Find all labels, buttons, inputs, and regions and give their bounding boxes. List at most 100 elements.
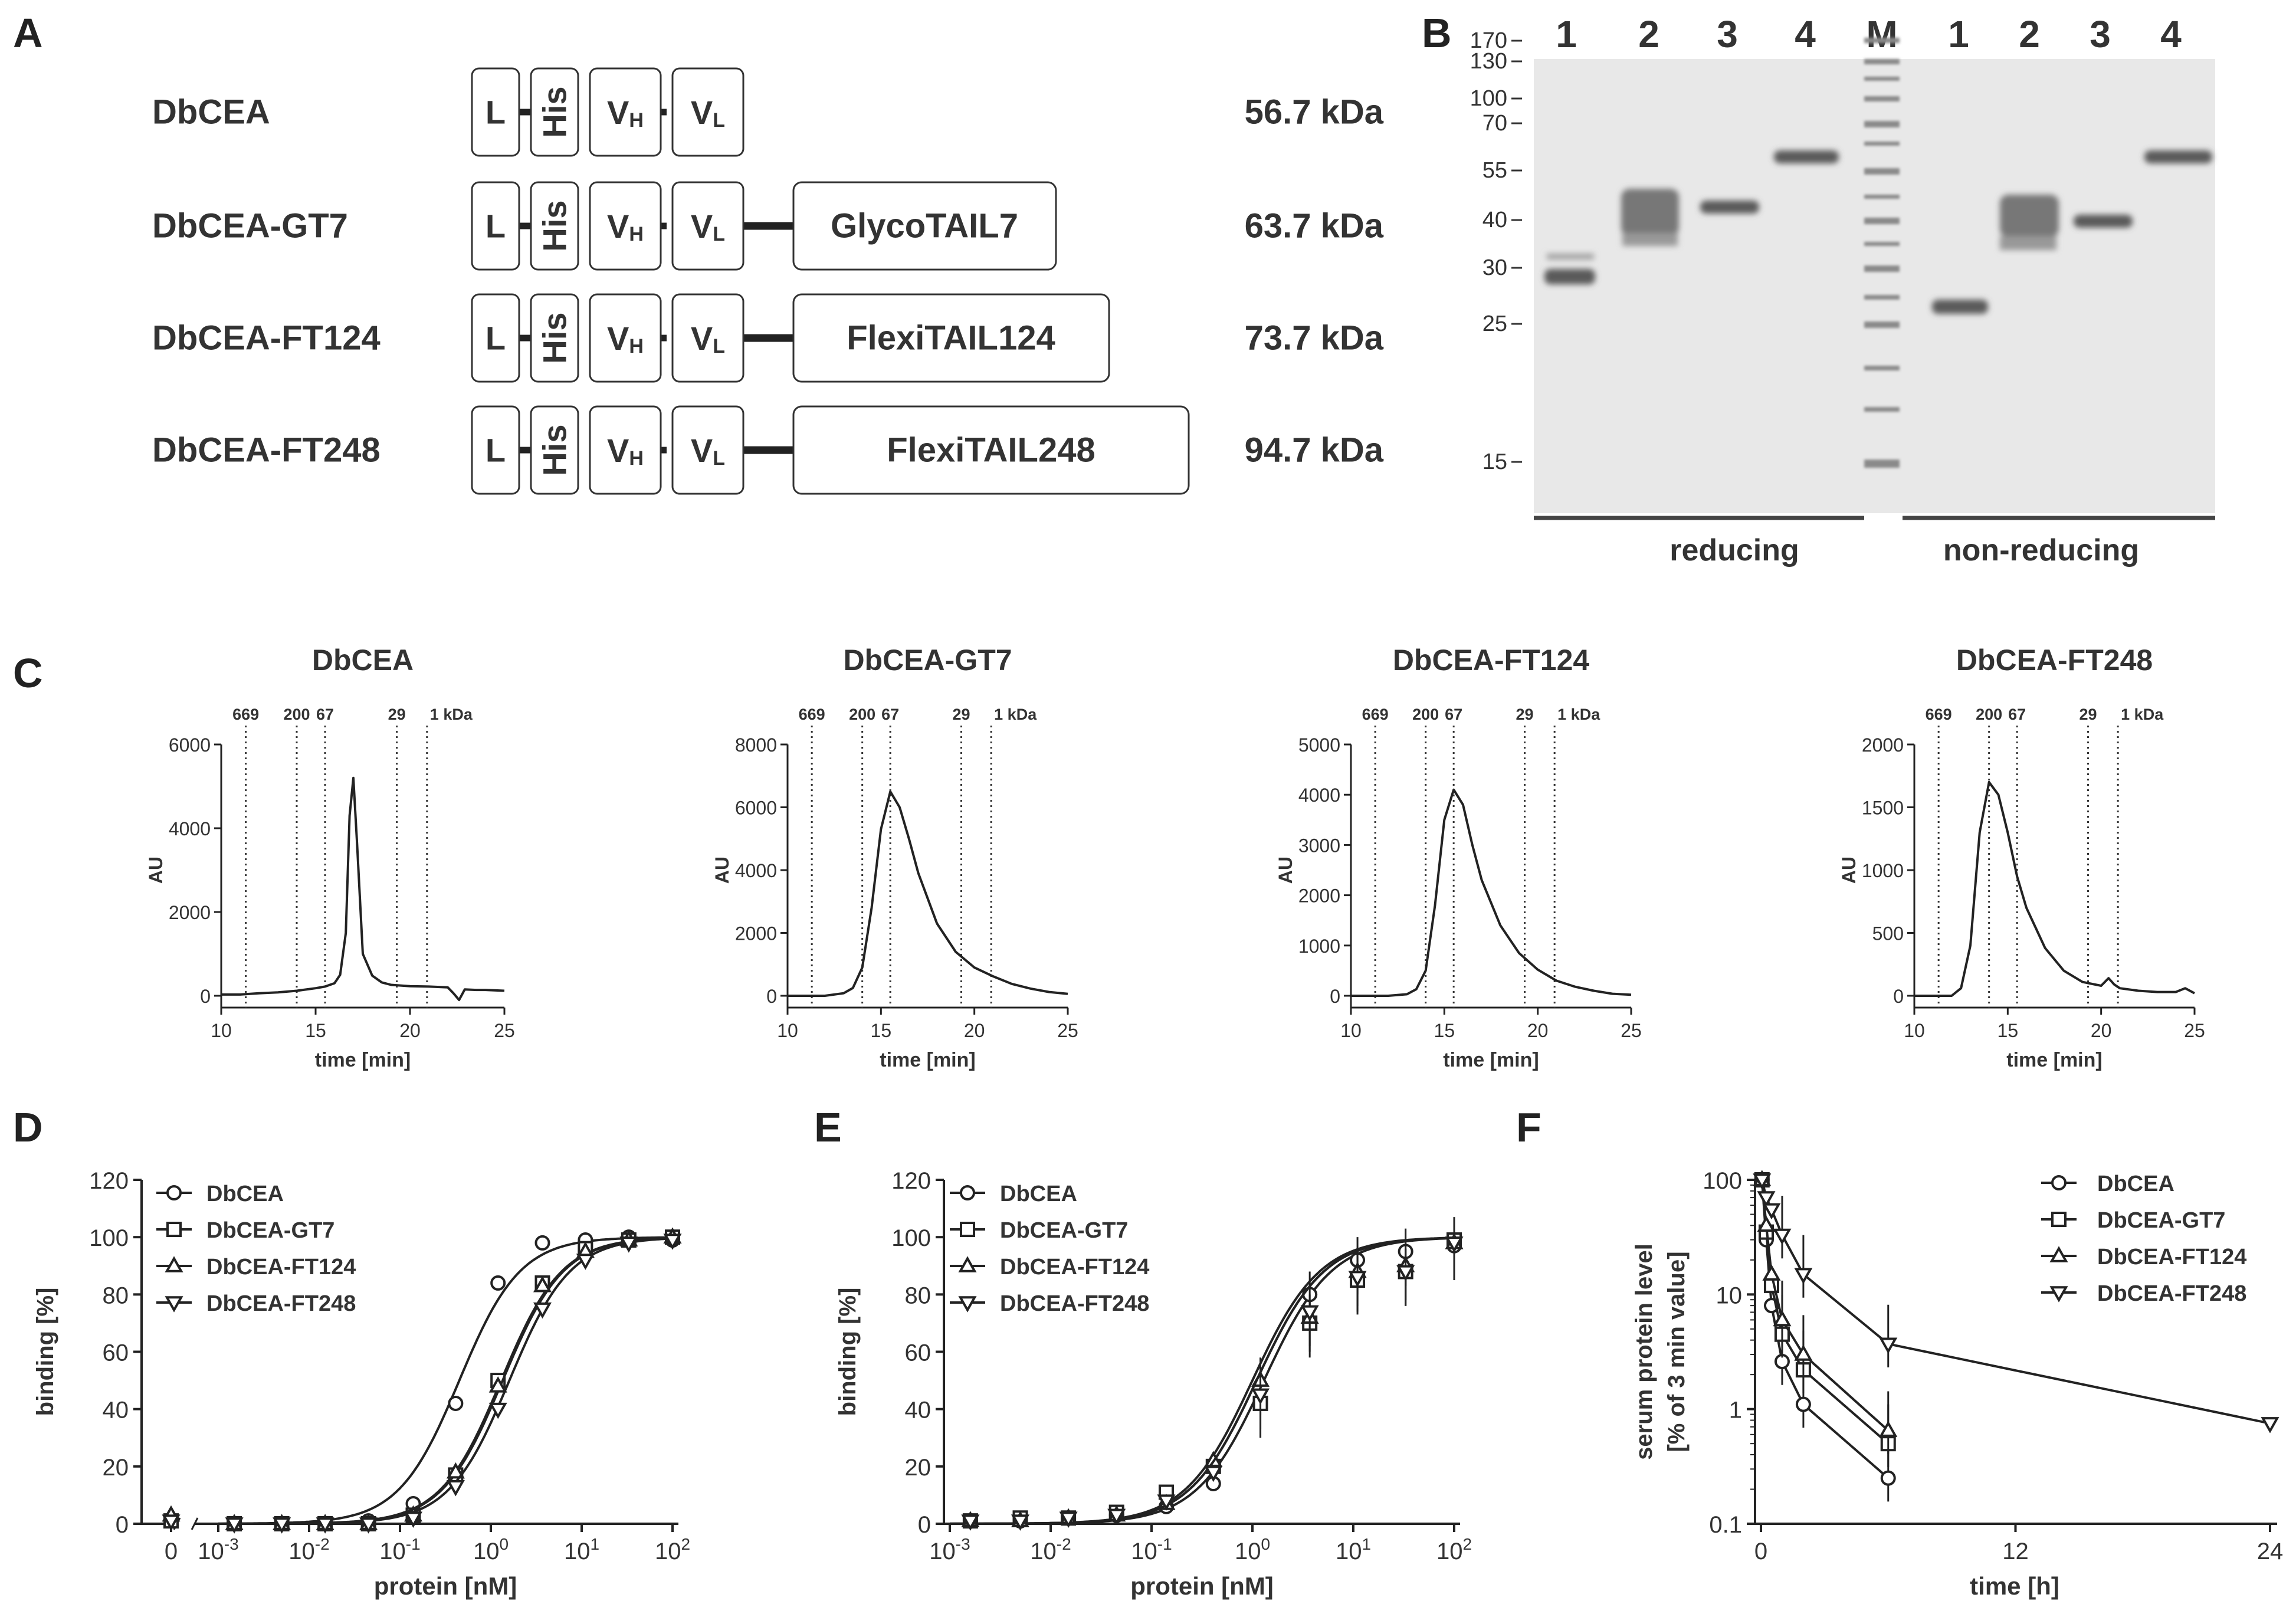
domain-vl-box — [671, 405, 744, 495]
series-dbcea-ft248: DbCEA-FT248 — [1753, 1173, 2279, 1433]
domain-vh-box — [589, 405, 662, 495]
y-tick-label: 3000 — [1298, 835, 1340, 856]
domain-his-label: His — [536, 424, 573, 475]
y-axis-label: serum protein level — [1631, 1244, 1657, 1460]
domain-l-label: L — [486, 320, 506, 357]
lane-label: 1 — [1556, 13, 1577, 55]
tail-label: GlycoTAIL7 — [831, 207, 1018, 245]
data-point — [1794, 1344, 1813, 1361]
panel-f-serum: 0.1 1 10 100 0 12 24 time [h] serum protein leve… — [1631, 1168, 2283, 1600]
construct-mass: 56.7 kDa — [1245, 93, 1384, 132]
construct-row: DbCEA-FT248 L His VH VL FlexiTAIL248 94.… — [152, 405, 1384, 495]
domain-l-box — [471, 181, 520, 271]
legend-label: DbCEA-FT248 — [1000, 1291, 1149, 1316]
sec-trace — [221, 776, 505, 1002]
size-standard-label: 67 — [881, 706, 899, 723]
marker-label: 40 — [1482, 208, 1507, 232]
data-point — [576, 1254, 595, 1270]
y-tick-label: 1500 — [1862, 798, 1904, 819]
tail-box-glycotail7 — [792, 181, 1057, 271]
x-tick-label: 25 — [494, 1020, 515, 1041]
y-tick-label: 0 — [200, 986, 211, 1007]
legend-marker — [2051, 1212, 2067, 1227]
size-standard-label: 67 — [316, 706, 334, 723]
data-point — [446, 1462, 465, 1479]
panel-b-gel: 1 2 3 4 M 1 2 3 4 170 130 100 70 55 40 3… — [1470, 13, 2215, 567]
fit-curve — [950, 1236, 1455, 1525]
panel-e-binding: 0 20 40 60 80 100 120 10-3 10-2 10-1 100 101 102 bind… — [835, 1168, 1472, 1600]
domain-l-label: L — [486, 432, 506, 469]
data-point — [162, 1514, 181, 1531]
legend-label: DbCEA — [2097, 1172, 2174, 1196]
domain-his-label: His — [536, 86, 573, 137]
size-standard-label: 29 — [952, 706, 970, 723]
sec-trace — [788, 790, 1068, 997]
x-tick-label: 10-2 — [1030, 1535, 1071, 1564]
legend-label: DbCEA-FT248 — [206, 1291, 356, 1316]
y-tick-label: 0 — [766, 986, 777, 1007]
series-dbcea-ft248: DbCEA-FT248 — [156, 1234, 682, 1534]
y-tick-label: 0 — [1893, 986, 1904, 1007]
legend-marker — [958, 1296, 977, 1313]
x-tick-label: 10 — [1340, 1020, 1362, 1041]
marker-label: 15 — [1482, 450, 1507, 474]
domain-l-box — [471, 293, 520, 383]
y-axis-label: AU — [711, 857, 733, 884]
y-tick-label: 1 — [1729, 1398, 1742, 1423]
lane-label: 4 — [2160, 13, 2182, 55]
domain-his-box — [530, 181, 579, 271]
lane-label: 3 — [2090, 13, 2111, 55]
data-point — [490, 1275, 506, 1291]
domain-his-box — [530, 293, 579, 383]
y-tick-label: 0.1 — [1709, 1512, 1742, 1538]
marker-label: 55 — [1482, 158, 1507, 183]
legend-marker — [2049, 1246, 2068, 1262]
series-dbcea-ft248: DbCEA-FT248 — [950, 1220, 1464, 1531]
fit-curve — [950, 1236, 1455, 1525]
y-tick-label: 100 — [891, 1225, 931, 1251]
data-point — [1757, 1191, 1776, 1208]
sec-chart: DbCEA-FT124 0 1000 2000 3000 4000 5000 10 15 20 25… — [1275, 644, 1642, 1071]
y-tick-label: 20 — [103, 1455, 129, 1481]
marker-label: 25 — [1482, 311, 1507, 336]
y-tick-label: 6000 — [169, 734, 211, 756]
data-point — [446, 1480, 465, 1497]
data-point — [1348, 1271, 1367, 1287]
y-axis-label: AU — [1838, 857, 1859, 884]
y-tick-label: 5000 — [1298, 734, 1340, 756]
y-axis-label: binding [%] — [835, 1288, 861, 1416]
data-point — [961, 1514, 980, 1531]
data-point — [488, 1376, 507, 1393]
legend-marker — [165, 1296, 183, 1313]
y-tick-label: 4000 — [735, 860, 777, 881]
data-point — [533, 1302, 552, 1319]
y-tick-label: 60 — [103, 1340, 129, 1366]
size-standard-label: 67 — [2008, 706, 2026, 723]
legend-marker — [960, 1222, 975, 1237]
x-tick-label: 101 — [564, 1535, 599, 1564]
y-tick-label: 10 — [1716, 1282, 1743, 1308]
data-point — [488, 1402, 507, 1419]
y-axis-label: AU — [145, 857, 166, 884]
x-tick-label: 25 — [2184, 1020, 2205, 1041]
y-axis-label: AU — [1275, 857, 1296, 884]
y-tick-label: 60 — [905, 1340, 931, 1366]
y-tick-label: 80 — [103, 1282, 129, 1308]
data-point — [1795, 1396, 1811, 1412]
marker-label: 170 — [1470, 28, 1507, 53]
data-point — [1445, 1236, 1464, 1253]
size-standard-label: 200 — [283, 706, 310, 723]
y-tick-label: 120 — [89, 1168, 129, 1194]
panel-label-f: F — [1516, 1104, 1541, 1150]
legend-label: DbCEA-GT7 — [2097, 1208, 2225, 1233]
y-tick-label: 2000 — [735, 923, 777, 944]
sec-chart-title: DbCEA-FT124 — [1393, 644, 1590, 677]
legend-label: DbCEA-FT124 — [206, 1255, 356, 1280]
size-standard-label: 669 — [232, 706, 259, 723]
legend-marker — [2051, 1175, 2067, 1190]
domain-l-box — [471, 405, 520, 495]
y-tick-label: 0 — [116, 1512, 129, 1538]
x-tick-label: 25 — [1621, 1020, 1642, 1041]
domain-his-box — [530, 67, 579, 157]
